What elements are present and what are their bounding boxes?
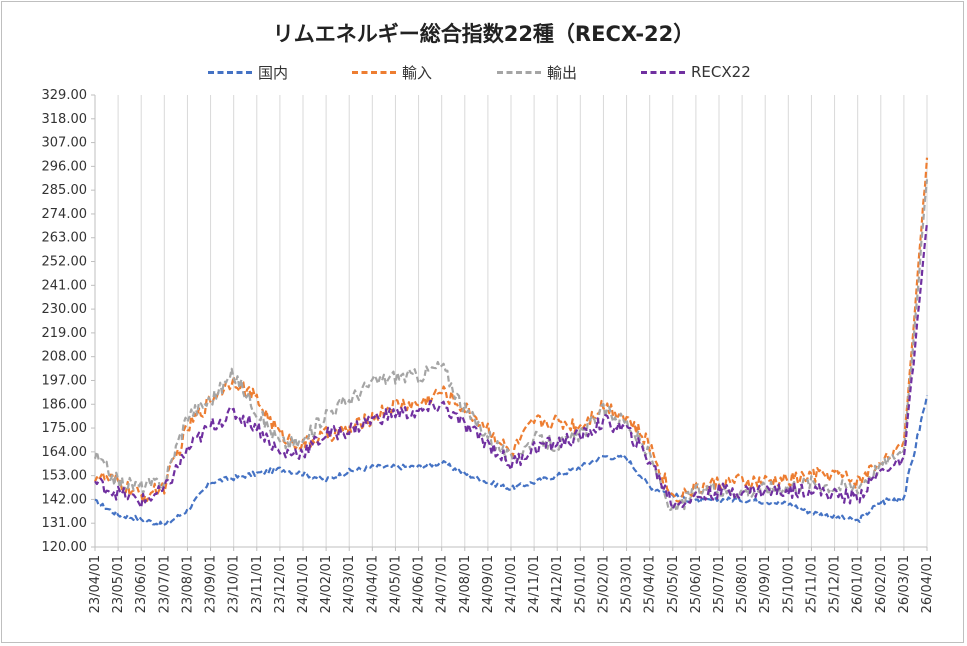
x-tick-label: 24/03/01	[342, 555, 357, 613]
x-tick-label: 24/02/01	[319, 555, 334, 613]
y-tick-label: 120.00	[42, 540, 88, 555]
x-tick-label: 25/05/01	[666, 555, 681, 613]
legend-swatch-domestic	[208, 70, 252, 74]
y-tick-label: 164.00	[42, 445, 88, 460]
legend-swatch-recx22	[641, 70, 685, 74]
x-tick-label: 23/12/01	[273, 555, 288, 613]
x-tick-label: 25/09/01	[758, 555, 773, 613]
legend-swatch-import	[352, 70, 396, 74]
legend-label-recx22: RECX22	[691, 63, 751, 81]
x-tick-label: 25/11/01	[804, 555, 819, 613]
x-tick-label: 25/03/01	[620, 555, 635, 613]
series-line-domestic	[94, 395, 929, 528]
y-tick-label: 230.00	[42, 302, 88, 317]
x-tick-label: 25/08/01	[735, 555, 750, 613]
x-tick-label: 23/04/01	[88, 555, 103, 613]
legend-label-domestic: 国内	[258, 63, 289, 82]
legend-item-export: 輸出	[497, 61, 577, 83]
x-tick-label: 23/05/01	[111, 555, 126, 613]
x-tick-label: 24/08/01	[458, 555, 473, 613]
y-tick-label: 175.00	[42, 421, 88, 436]
y-tick-label: 296.00	[42, 159, 88, 174]
x-tick-label: 23/06/01	[134, 555, 149, 613]
y-tick-label: 285.00	[42, 183, 88, 198]
x-tick-label: 26/04/01	[920, 555, 935, 613]
y-tick-label: 307.00	[42, 136, 88, 151]
x-tick-label: 25/10/01	[781, 555, 796, 613]
x-tick-label: 24/10/01	[504, 555, 519, 613]
x-tick-label: 25/02/01	[596, 555, 611, 613]
x-tick-label: 24/07/01	[435, 555, 450, 613]
y-tick-label: 208.00	[42, 350, 88, 365]
series-line-recx22	[94, 222, 929, 510]
legend-item-import: 輸入	[352, 61, 432, 83]
legend-item-recx22: RECX22	[641, 61, 751, 83]
legend-label-import: 輸入	[402, 63, 433, 82]
legend-swatch-export	[497, 70, 541, 74]
y-tick-label: 252.00	[42, 255, 88, 270]
legend-label-export: 輸出	[547, 63, 578, 82]
y-tick-label: 153.00	[42, 469, 88, 484]
legend-item-domestic: 国内	[208, 61, 288, 83]
x-tick-label: 26/02/01	[874, 555, 889, 613]
x-tick-label: 23/10/01	[227, 555, 242, 613]
x-tick-label: 24/09/01	[481, 555, 496, 613]
x-tick-label: 24/04/01	[365, 555, 380, 613]
x-tick-label: 24/01/01	[296, 555, 311, 613]
y-tick-label: 186.00	[42, 397, 88, 412]
x-tick-label: 26/03/01	[897, 555, 912, 613]
x-tick-label: 25/07/01	[712, 555, 727, 613]
y-tick-label: 318.00	[42, 112, 88, 127]
y-tick-label: 197.00	[42, 373, 88, 388]
y-tick-label: 329.00	[42, 88, 88, 103]
y-tick-label: 219.00	[42, 326, 88, 341]
x-tick-label: 25/12/01	[828, 555, 843, 613]
chart-title: リムエネルギー総合指数22種（RECX-22）	[272, 22, 695, 46]
x-tick-label: 23/08/01	[180, 555, 195, 613]
x-tick-label: 24/06/01	[412, 555, 427, 613]
y-tick-label: 131.00	[42, 516, 88, 531]
y-tick-label: 241.00	[42, 278, 88, 293]
y-tick-label: 274.00	[42, 207, 88, 222]
x-tick-label: 23/11/01	[250, 555, 265, 613]
y-tick-label: 142.00	[42, 492, 88, 507]
x-tick-label: 25/01/01	[573, 555, 588, 613]
x-tick-label: 23/09/01	[204, 555, 219, 613]
x-tick-label: 23/07/01	[157, 555, 172, 613]
x-tick-label: 25/04/01	[643, 555, 658, 613]
legend: 国内 輸入 輸出 RECX22	[0, 61, 967, 83]
y-tick-label: 263.00	[42, 231, 88, 246]
x-tick-label: 24/05/01	[388, 555, 403, 613]
x-tick-label: 26/01/01	[851, 555, 866, 613]
x-tick-label: 25/06/01	[689, 555, 704, 613]
x-tick-label: 24/12/01	[550, 555, 565, 613]
x-tick-label: 24/11/01	[527, 555, 542, 613]
